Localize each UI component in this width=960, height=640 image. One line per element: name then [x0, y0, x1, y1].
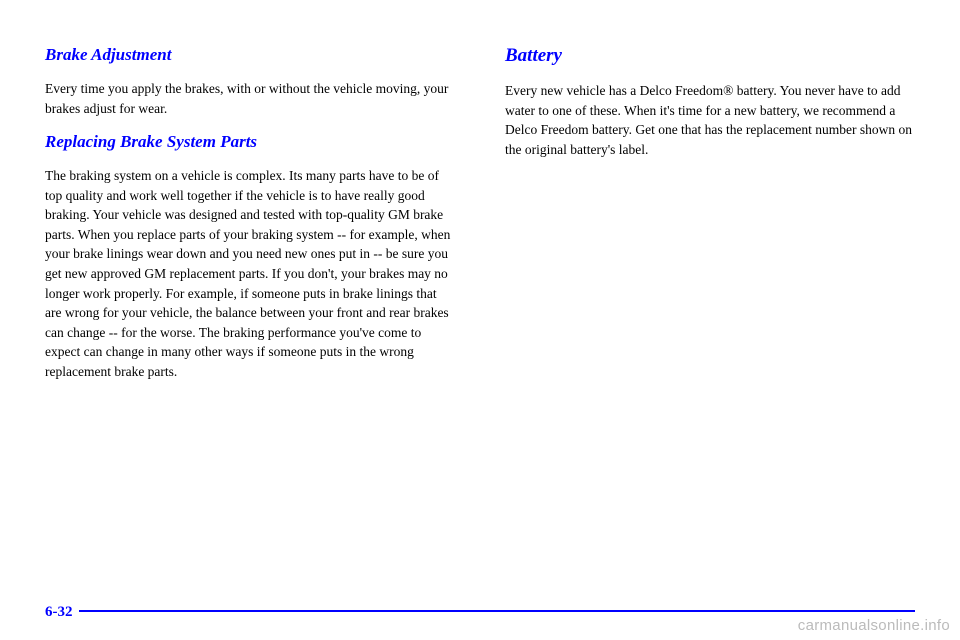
- page-number: 6-32: [45, 604, 79, 621]
- footer: 6-32: [45, 610, 915, 612]
- heading-replacing-parts: Replacing Brake System Parts: [45, 132, 455, 152]
- right-column: Battery Every new vehicle has a Delco Fr…: [505, 45, 915, 395]
- heading-battery: Battery: [505, 45, 915, 67]
- para-brake-adjustment: Every time you apply the brakes, with or…: [45, 79, 455, 118]
- para-battery: Every new vehicle has a Delco Freedom® b…: [505, 81, 915, 159]
- heading-brake-adjustment: Brake Adjustment: [45, 45, 455, 65]
- watermark: carmanualsonline.info: [798, 617, 950, 634]
- footer-rule: [45, 610, 915, 612]
- para-replacing-parts: The braking system on a vehicle is compl…: [45, 166, 455, 381]
- left-column: Brake Adjustment Every time you apply th…: [45, 45, 455, 395]
